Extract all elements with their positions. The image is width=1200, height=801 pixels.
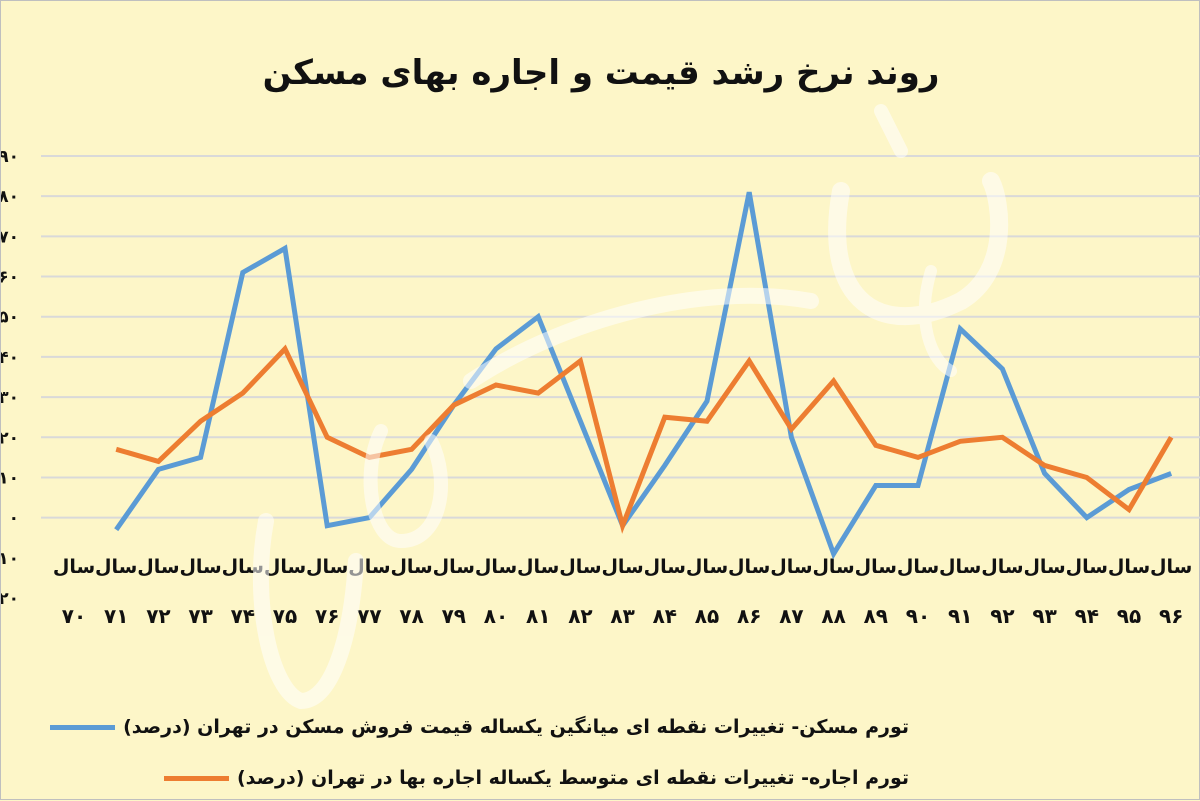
legend-swatch	[164, 776, 229, 781]
legend-item-housing: تورم مسکن- تغییرات نقطه ای میانگین یکسال…	[50, 716, 909, 738]
legend-item-rent: تورم اجاره- تغییرات نقطه ای متوسط یکساله…	[164, 767, 909, 789]
legend-label: تورم اجاره- تغییرات نقطه ای متوسط یکساله…	[237, 767, 909, 789]
legend-swatch	[50, 725, 115, 730]
legend-label: تورم مسکن- تغییرات نقطه ای میانگین یکسال…	[123, 716, 909, 738]
